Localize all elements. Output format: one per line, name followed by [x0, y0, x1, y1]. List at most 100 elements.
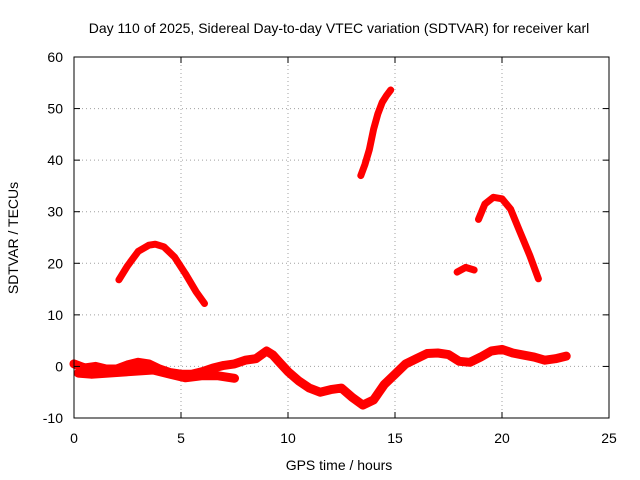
data-point [136, 249, 141, 254]
data-point [482, 201, 488, 207]
data-point [88, 372, 94, 377]
y-tick-label: 30 [47, 204, 63, 220]
grid-lines [74, 57, 609, 418]
y-tick-labels: -10 0 10 20 30 40 50 60 [43, 49, 63, 426]
x-tick-labels: 0 5 10 15 20 25 [70, 430, 617, 446]
data-point [125, 362, 130, 368]
data-point [536, 276, 541, 281]
data-point [232, 376, 237, 381]
data-point [285, 369, 291, 374]
data-point [371, 397, 376, 403]
series-baseline-lower [73, 365, 239, 383]
data-point [491, 195, 496, 200]
data-point [388, 87, 393, 93]
data-point [403, 361, 408, 367]
x-axis-label: GPS time / hours [286, 457, 393, 473]
x-tick-label: 25 [601, 430, 617, 446]
y-tick-label: 50 [47, 101, 63, 117]
y-axis-label: SDTVAR / TECUs [5, 182, 21, 294]
data-point [516, 227, 522, 232]
data-point [380, 100, 385, 105]
data-point [243, 358, 248, 363]
data-point [542, 358, 547, 363]
data-point [350, 395, 355, 400]
x-tick-label: 10 [280, 430, 296, 446]
data-point [328, 387, 333, 392]
data-point [153, 242, 158, 247]
data-point [463, 265, 468, 270]
data-point [193, 289, 199, 294]
data-point [476, 217, 481, 222]
data-point [168, 372, 173, 377]
data-point [270, 352, 276, 358]
data-point [232, 361, 237, 367]
y-tick-label: 10 [47, 307, 63, 323]
data-point [371, 127, 376, 132]
data-point [424, 351, 430, 356]
data-point [264, 348, 269, 354]
data-point [553, 356, 558, 361]
series-arc-1 [115, 240, 208, 307]
data-point [183, 375, 188, 380]
x-tick-label: 20 [494, 430, 510, 446]
data-point [183, 271, 188, 276]
y-tick-label: 20 [47, 255, 63, 271]
y-tick-label: 60 [47, 49, 63, 65]
axis-ticks [73, 56, 610, 419]
data-point [146, 243, 152, 248]
data-point [221, 363, 226, 368]
data-point [76, 370, 81, 376]
data-point [472, 267, 477, 273]
data-point [446, 352, 451, 357]
x-tick-label: 5 [177, 430, 185, 446]
chart-title: Day 110 of 2025, Sidereal Day-to-day VTE… [89, 20, 590, 36]
x-tick-label: 15 [387, 430, 403, 446]
series-line [115, 240, 208, 307]
data-point [521, 352, 526, 358]
data-point [467, 360, 473, 365]
series-arc-2 [357, 86, 395, 180]
series-arc-3 [475, 193, 542, 283]
data-point [508, 206, 513, 212]
data-point [296, 378, 301, 384]
y-tick-label: 40 [47, 152, 63, 168]
data-point [116, 277, 122, 282]
data-point [499, 347, 505, 352]
series-line [69, 344, 571, 410]
series-arc-4 [453, 263, 478, 276]
x-tick-label: 0 [70, 430, 78, 446]
data-point [136, 360, 141, 365]
series-baseline [69, 344, 571, 410]
data-point [531, 354, 537, 360]
data-point [478, 354, 483, 360]
data-point [307, 385, 312, 391]
series-line [73, 365, 239, 383]
data-point [125, 263, 130, 269]
data-point [527, 253, 532, 258]
data-point [360, 402, 366, 408]
data-point [392, 372, 398, 377]
data-point [93, 364, 98, 369]
data-point [210, 365, 216, 371]
data-point [358, 173, 363, 178]
data-point [339, 385, 344, 391]
plot-frame [73, 56, 610, 419]
data-point [384, 93, 389, 98]
data-point [435, 350, 440, 356]
data-point [362, 162, 368, 167]
data-point [146, 361, 152, 367]
data-point [375, 111, 381, 116]
data-point [200, 373, 205, 378]
y-tick-label: -10 [43, 410, 63, 426]
data-point [454, 269, 460, 275]
y-tick-label: 0 [55, 358, 63, 374]
data-point [367, 147, 372, 152]
data-point [489, 348, 494, 354]
data-point [202, 301, 207, 306]
data-point [172, 254, 177, 260]
data-point [151, 367, 156, 373]
data-point [457, 359, 462, 364]
data-point [215, 373, 220, 378]
data-point [161, 244, 167, 249]
